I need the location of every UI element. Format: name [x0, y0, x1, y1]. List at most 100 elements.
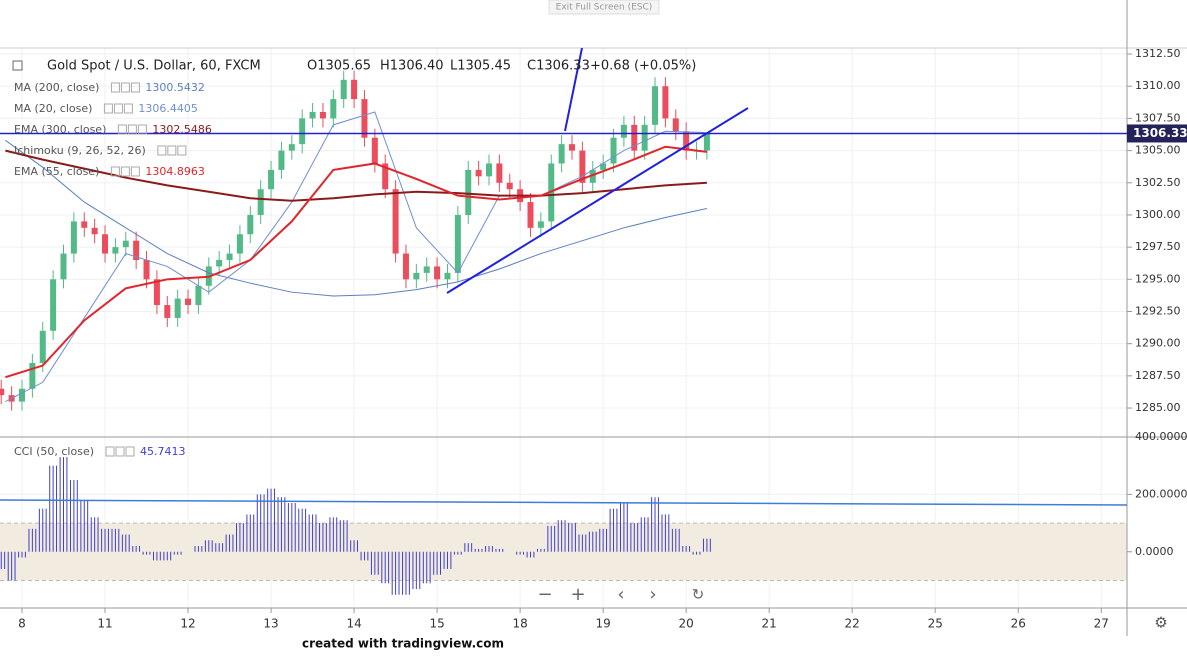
x-tick-label: 27: [1094, 617, 1109, 631]
y-tick-label: 1305.00: [1135, 144, 1181, 157]
candle-body: [631, 124, 638, 151]
candle-body: [620, 124, 627, 138]
cci-pane: [0, 436, 1127, 595]
legend-entry: EMA (300, close): [14, 123, 106, 136]
legend-icon: [105, 446, 115, 457]
candle-body: [247, 214, 254, 235]
candle-body: [558, 144, 565, 164]
y-tick-label: 400.0000: [1135, 430, 1187, 443]
legend-entry: MA (200, close): [14, 81, 99, 94]
candle-body: [268, 169, 275, 190]
ohlc-text: C1306.33: [527, 59, 590, 74]
legend-value: 1302.5486: [152, 123, 212, 136]
candle-body: [50, 279, 57, 331]
x-tick-label: 14: [346, 617, 361, 631]
candle-body: [569, 144, 576, 151]
legend-icon: [117, 124, 127, 135]
x-tick-label: 26: [1011, 617, 1026, 631]
candle-body: [537, 221, 544, 228]
legend-icon: [167, 145, 177, 156]
y-tick-label: 1297.50: [1135, 240, 1181, 253]
x-tick-label: 19: [596, 617, 611, 631]
legend-icon: [130, 166, 140, 177]
legend-icon: [123, 103, 133, 114]
x-tick-label: 13: [263, 617, 278, 631]
candle-body: [143, 260, 150, 280]
settings[interactable]: ⚙: [1154, 614, 1167, 632]
scroll-right[interactable]: ›: [649, 584, 656, 605]
scroll-left[interactable]: ‹: [617, 584, 624, 605]
candle-body: [133, 240, 140, 261]
candle-body: [392, 189, 399, 254]
trend-line: [446, 107, 749, 294]
collapse-icon: [12, 60, 23, 71]
y-tick-label: 1310.00: [1135, 79, 1181, 92]
legend-icon: [110, 166, 120, 177]
candle-body: [299, 118, 306, 145]
candle-body: [351, 79, 358, 100]
cci-band: [0, 523, 1127, 581]
candle-body: [454, 214, 461, 273]
candle-body: [641, 124, 648, 151]
candle-body: [672, 118, 679, 132]
cci-level-line: [0, 499, 1128, 506]
candle-body: [60, 253, 67, 280]
reset[interactable]: ↻: [692, 586, 705, 604]
candle-body: [70, 221, 77, 254]
candle-body: [81, 221, 88, 228]
y-tick-label: 1287.50: [1135, 369, 1181, 382]
ohlc-text: H1306.40: [380, 59, 444, 74]
x-tick-label: 22: [845, 617, 860, 631]
x-tick-label: 8: [18, 617, 26, 631]
candle-body: [371, 137, 378, 164]
y-tick-label: 1312.50: [1135, 47, 1181, 60]
candle-body: [600, 163, 607, 170]
candle-body: [112, 247, 119, 254]
legend-entry: MA (20, close): [14, 102, 92, 115]
cci-title: CCI (50, close): [14, 445, 94, 458]
candle-body: [444, 272, 451, 280]
ohlc-text: +0.68 (+0.05%): [590, 59, 696, 74]
exit-button-label[interactable]: Exit Full Screen (ESC): [556, 3, 653, 13]
x-tick-label: 11: [97, 617, 112, 631]
ohlc-text: O1305.65: [307, 59, 371, 74]
candle-body: [340, 79, 347, 100]
legend-value: 1304.8963: [145, 165, 205, 178]
candle-body: [164, 305, 171, 318]
candle-body: [122, 240, 129, 248]
indicator-line: [5, 139, 708, 297]
candle-body: [226, 253, 233, 261]
zoom-out[interactable]: −: [537, 584, 552, 605]
exit-button[interactable]: [548, 0, 660, 15]
x-tick-label: 25: [928, 617, 943, 631]
legend-entry: Ichimoku (9, 26, 52, 26): [14, 144, 146, 157]
candle-body: [361, 99, 368, 138]
candle-body: [423, 266, 430, 273]
candle-body: [402, 253, 409, 280]
candle-body: [288, 144, 295, 151]
legend-icon: [120, 82, 130, 93]
legend-icon: [137, 124, 147, 135]
legend-value: 1300.5432: [145, 81, 205, 94]
indicator-line: [5, 145, 708, 379]
candle-body: [683, 131, 690, 151]
zoom-toolbar: − + ‹ › ↻ ⚙: [537, 584, 1167, 632]
chart-title: Gold Spot / U.S. Dollar, 60, FXCM: [47, 59, 261, 74]
candle-body: [485, 163, 492, 177]
candle-body: [102, 234, 109, 254]
legend-icon: [125, 446, 135, 457]
candle-body: [153, 279, 160, 306]
zoom-in[interactable]: +: [570, 584, 585, 605]
legend-icon: [110, 82, 120, 93]
candle-body: [236, 234, 243, 254]
candle-body: [216, 260, 223, 267]
y-tick-label: 1290.00: [1135, 337, 1181, 350]
x-tick-label: 12: [180, 617, 195, 631]
legend-icon: [130, 82, 140, 93]
x-tick-label: 21: [762, 617, 777, 631]
ohlc-text: L1305.45: [450, 59, 511, 74]
candle-body: [434, 266, 441, 280]
candle-body: [0, 388, 5, 396]
candle-body: [330, 99, 337, 119]
